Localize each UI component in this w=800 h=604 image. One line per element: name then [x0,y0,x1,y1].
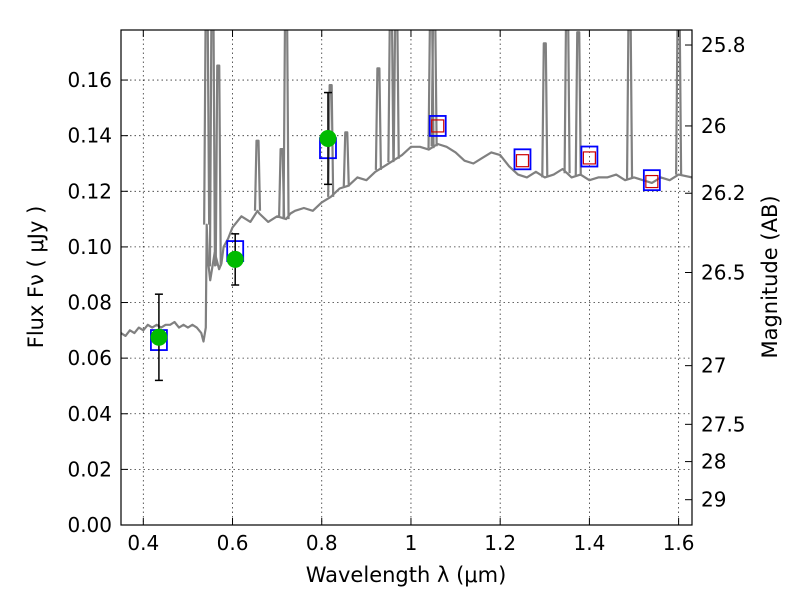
sed-emission-line [541,42,549,178]
y-tick-label: 0.10 [67,235,112,259]
sed-emission-line [203,30,211,225]
y-tick-label: 0.08 [67,291,112,315]
model-flux-square [642,169,661,192]
sed-emission-line [625,30,634,179]
sed-emission-line [675,30,683,175]
right-axis-label: Magnitude (AB) [758,195,782,358]
sed-emission-line [574,31,582,176]
x-tick-label: 0.4 [127,531,159,555]
y-tick-label: 0.04 [67,402,112,426]
ir-flux-square [645,174,659,189]
sed-emission-line [282,30,290,220]
x-tick-label: 0.6 [217,531,249,555]
y-tick-label: 0.02 [67,457,112,481]
y-tick-label: 0.16 [67,68,112,92]
x-tick-label: 1.2 [484,531,516,555]
ir-flux-square [515,154,530,168]
right-tick-label: 27.5 [701,412,746,436]
sed-emission-line [342,131,350,187]
model-flux-square [428,115,447,137]
sed-emission-line [253,139,262,211]
right-tick-label: 28 [701,450,726,474]
y-axis-label: Flux Fν ( μJy ) [24,206,48,349]
plot-frame [120,29,693,526]
ir-flux-square [582,151,596,165]
sed-emission-line [374,67,382,170]
model-flux-square [513,148,532,171]
ir-flux-square [431,119,445,133]
sed-emission-line [430,30,438,147]
y-tick-label: 0.06 [67,346,112,370]
right-tick-label: 29 [701,488,726,512]
model-flux-square [580,145,599,168]
sed-emission-line [563,30,571,174]
right-tick-label: 26 [701,114,726,138]
right-tick-label: 26.5 [701,260,746,284]
observed-point [319,129,337,147]
marker-layer [150,91,661,382]
sed-emission-line [214,64,222,266]
x-tick-label: 1 [405,531,418,555]
y-tick-label: 0.00 [67,513,112,537]
observed-point [226,250,244,268]
right-tick-label: 25.8 [701,33,746,57]
observed-point [150,328,168,346]
sed-emission-line [392,30,400,159]
x-tick-label: 1.6 [663,531,695,555]
tick-labels: 0.4 0.6 0.8 1 1.2 1.4 1.6 0.00 0.02 0.04 0.06 0.08 0… [67,33,745,555]
right-tick-label: 26.2 [701,181,746,205]
x-tick-label: 0.8 [306,531,338,555]
ticks [121,30,692,526]
y-tick-label: 0.14 [67,124,112,148]
sed-emission-line [208,30,217,267]
right-tick-label: 27 [701,354,726,378]
y-tick-label: 0.12 [67,179,112,203]
x-axis-label: Wavelength λ (μm) [306,563,507,587]
x-tick-label: 1.4 [573,531,605,555]
sed-emission-line [387,30,395,163]
data-layer [121,30,692,382]
